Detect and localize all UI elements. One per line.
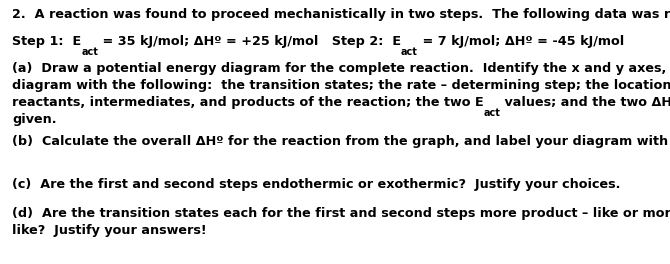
- Text: act: act: [81, 47, 98, 57]
- Text: 2.  A reaction was found to proceed mechanistically in two steps.  The following: 2. A reaction was found to proceed mecha…: [12, 8, 670, 21]
- Text: Step 1:  E: Step 1: E: [12, 35, 81, 48]
- Text: diagram with the following:  the transition states; the rate – determining step;: diagram with the following: the transiti…: [12, 79, 670, 92]
- Text: given.: given.: [12, 113, 56, 126]
- Text: = 35 kJ/mol; ΔHº = +25 kJ/mol   Step 2:  E: = 35 kJ/mol; ΔHº = +25 kJ/mol Step 2: E: [98, 35, 401, 48]
- Text: = 7 kJ/mol; ΔHº = -45 kJ/mol: = 7 kJ/mol; ΔHº = -45 kJ/mol: [418, 35, 624, 48]
- Text: act: act: [484, 108, 500, 118]
- Text: (a)  Draw a potential energy diagram for the complete reaction.  Identify the x : (a) Draw a potential energy diagram for …: [12, 62, 670, 75]
- Text: (d)  Are the transition states each for the first and second steps more product : (d) Are the transition states each for t…: [12, 207, 670, 220]
- Text: (c)  Are the first and second steps endothermic or exothermic?  Justify your cho: (c) Are the first and second steps endot…: [12, 178, 620, 191]
- Text: like?  Justify your answers!: like? Justify your answers!: [12, 224, 206, 237]
- Text: (b)  Calculate the overall ΔHº for the reaction from the graph, and label your d: (b) Calculate the overall ΔHº for the re…: [12, 135, 670, 148]
- Text: values; and the two ΔHº values: values; and the two ΔHº values: [500, 96, 670, 109]
- Text: act: act: [401, 47, 418, 57]
- Text: reactants, intermediates, and products of the reaction; the two E: reactants, intermediates, and products o…: [12, 96, 484, 109]
